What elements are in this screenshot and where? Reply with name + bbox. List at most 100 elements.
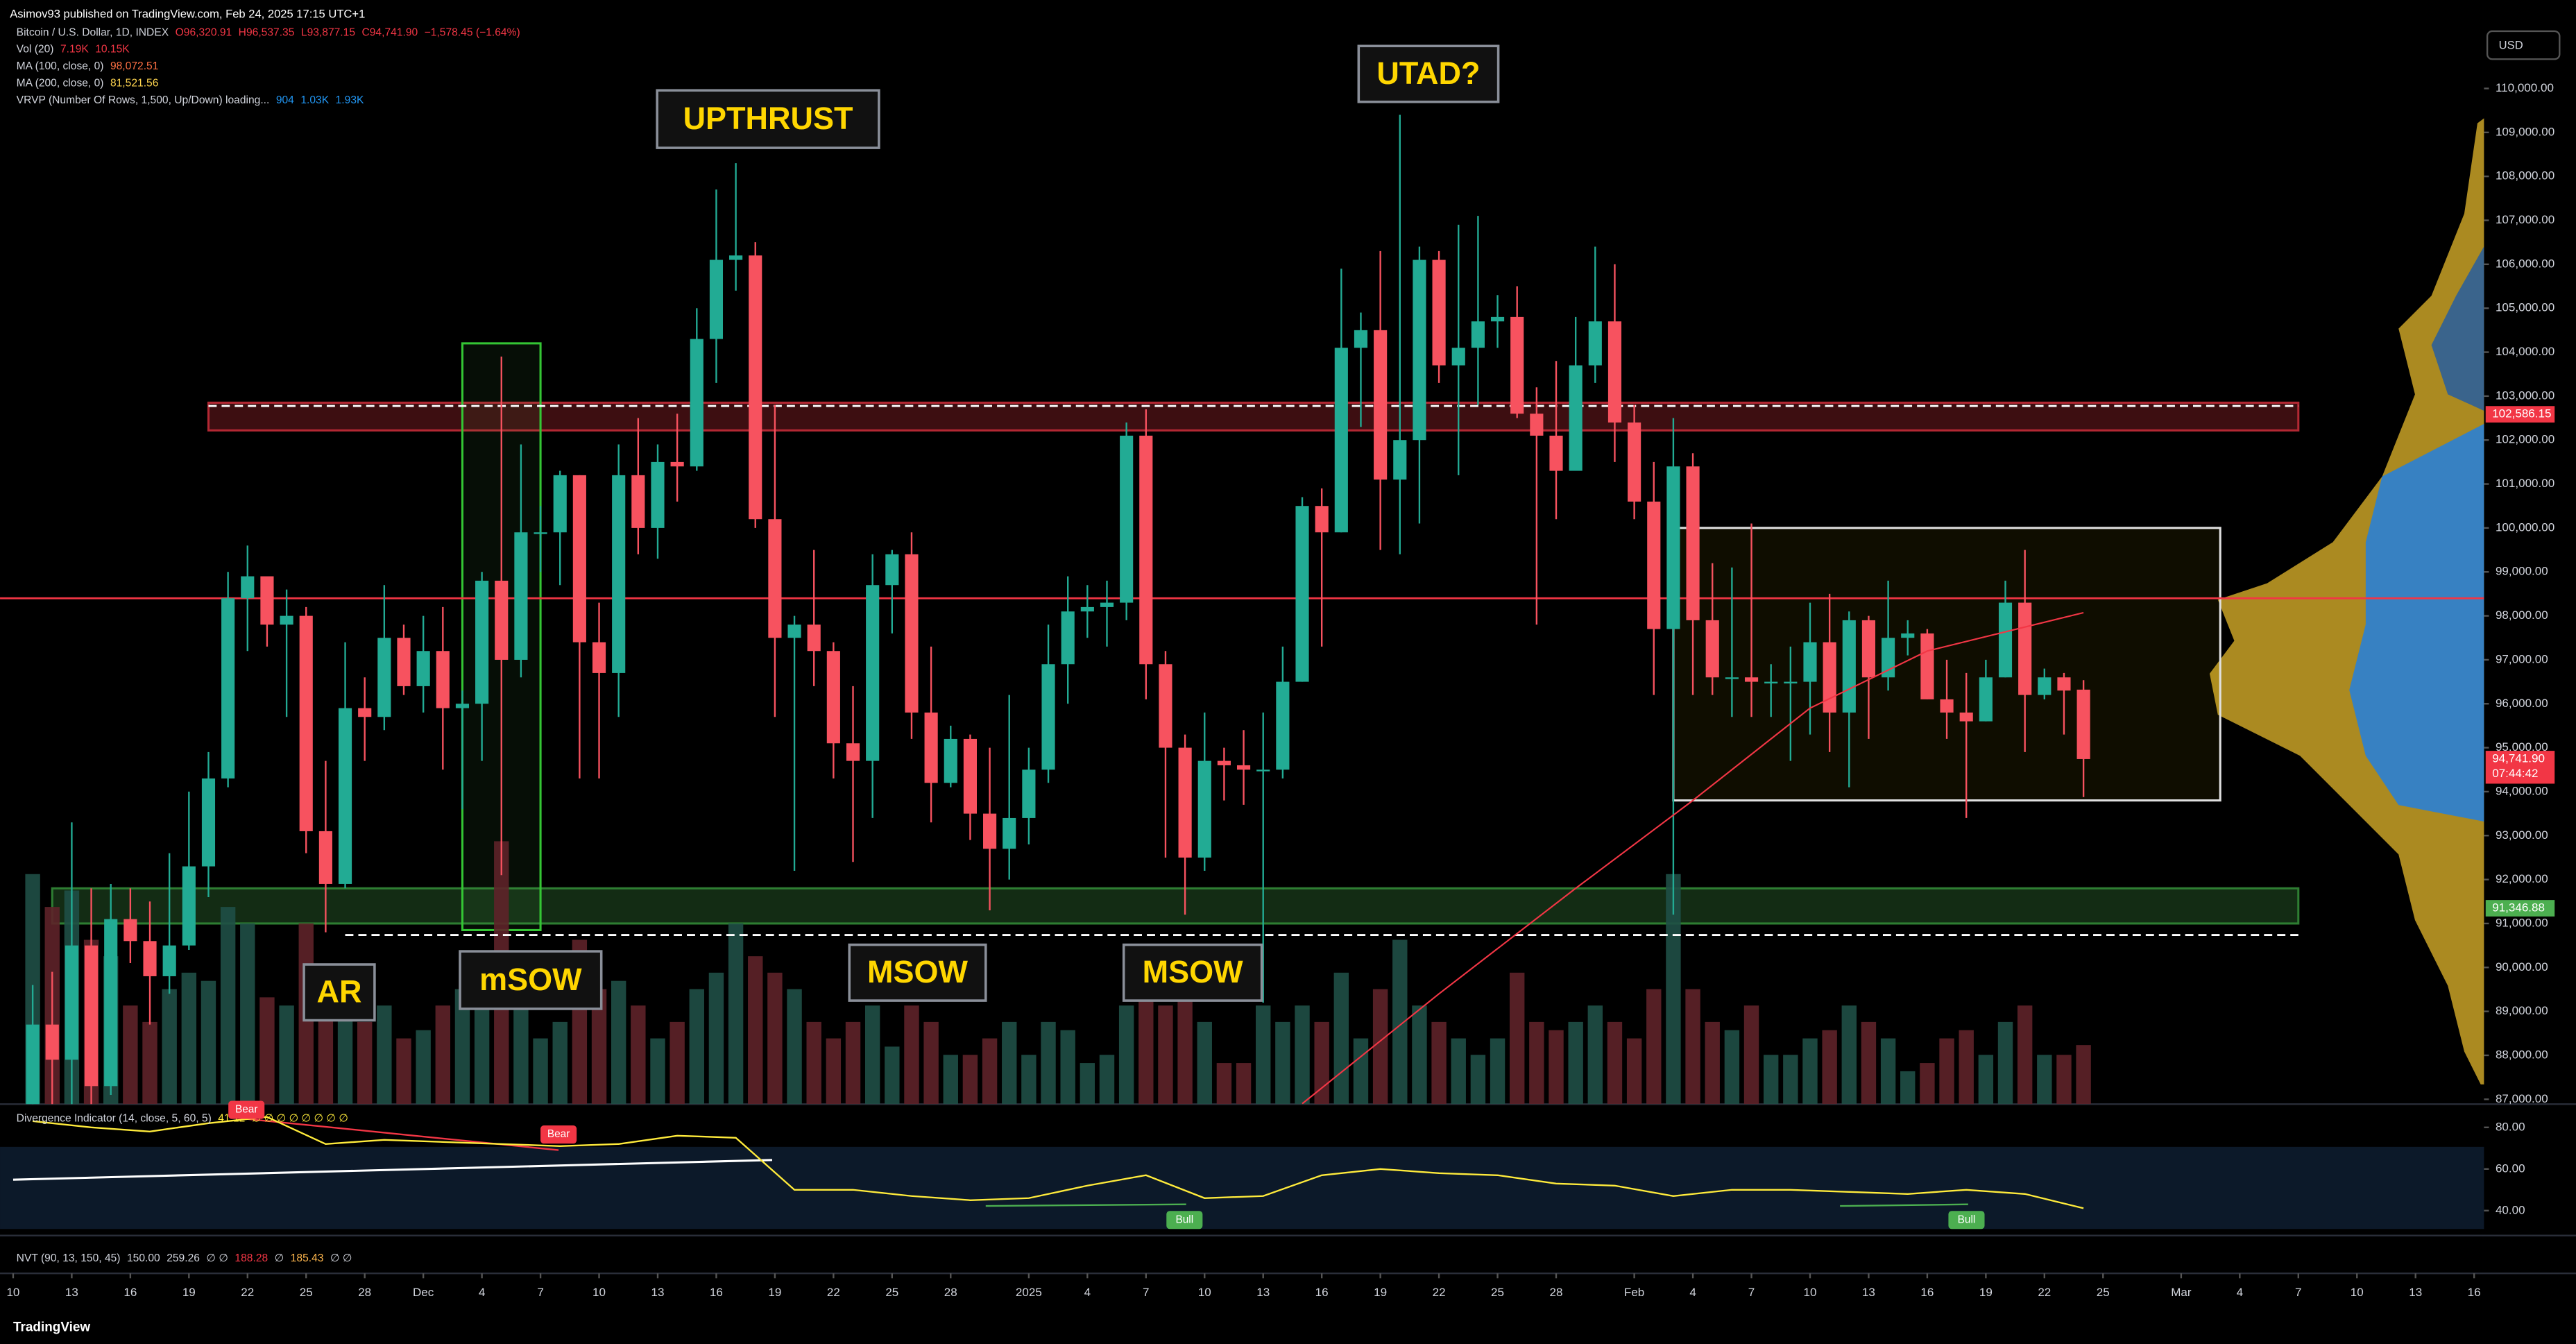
- volume-bar: [611, 980, 626, 1105]
- osc-legend-label: Divergence Indicator (14, close, 5, 60, …: [17, 1113, 212, 1125]
- candle-body: [1041, 664, 1055, 770]
- candle-body: [1803, 642, 1817, 682]
- x-tick-label: 13: [2409, 1286, 2422, 1299]
- volume-bar: [1002, 1021, 1017, 1105]
- candle-body: [768, 519, 782, 638]
- candle-body: [45, 1024, 59, 1060]
- y-tick-label: 88,000.00: [2496, 1048, 2548, 1061]
- y-tick-label: 90,000.00: [2496, 960, 2548, 973]
- signal-box: [228, 1100, 265, 1119]
- brand: TradingView: [13, 1320, 90, 1334]
- volume-bar: [1256, 1005, 1271, 1105]
- nvt-legend-value: ∅ ∅: [330, 1252, 352, 1264]
- osc-tick-label: 60.00: [2496, 1162, 2525, 1175]
- volume-bar: [806, 1021, 821, 1105]
- candle-body: [749, 255, 762, 520]
- y-tick-label: 106,000.00: [2496, 257, 2554, 270]
- volume-bar: [845, 1021, 861, 1105]
- candle-body: [123, 919, 137, 942]
- candle-body: [1236, 765, 1251, 770]
- candle-body: [592, 642, 606, 673]
- annotation-box: [1122, 943, 1263, 1002]
- volume-bar: [669, 1021, 685, 1105]
- candle-body: [787, 624, 801, 638]
- candle-body: [1686, 466, 1700, 620]
- y-tick-label: 96,000.00: [2496, 697, 2548, 710]
- signal-label: Bear: [235, 1104, 257, 1116]
- x-tick-label: 16: [123, 1286, 137, 1299]
- candle-body: [1178, 747, 1192, 858]
- currency-box[interactable]: [2486, 30, 2561, 60]
- x-tick-label: 28: [358, 1286, 371, 1299]
- candle-body: [1998, 602, 2013, 678]
- candle-body: [885, 554, 899, 586]
- x-tick-label: 13: [1256, 1286, 1270, 1299]
- candle-body: [1159, 664, 1172, 748]
- legend-value: H96,537.35: [239, 26, 295, 38]
- legend-line: Bitcoin / U.S. Dollar, 1D, INDEX O96,320.…: [17, 26, 520, 38]
- candle-body: [2076, 689, 2090, 759]
- legend-value: 98,072.51: [110, 60, 158, 72]
- x-tick-label: 16: [1920, 1286, 1934, 1299]
- signal-box: [540, 1125, 577, 1144]
- legend-value: −1,578.45 (−1.64%): [425, 26, 520, 38]
- volume-bar: [2037, 1055, 2052, 1105]
- divergence-line: [985, 1203, 1186, 1207]
- candle-body: [1628, 422, 1641, 502]
- volume-bar: [1705, 1021, 1720, 1105]
- x-tick-label: 4: [1084, 1286, 1091, 1299]
- volume-bar: [1607, 1021, 1623, 1105]
- volume-profile-down: [2349, 423, 2484, 822]
- candle-body: [1647, 501, 1661, 629]
- y-tick-label: 104,000.00: [2496, 345, 2554, 358]
- osc-line: [32, 1116, 2084, 1209]
- x-tick-label: 19: [768, 1286, 781, 1299]
- x-tick-label: 22: [2038, 1286, 2051, 1299]
- x-tick-label: 4: [479, 1286, 485, 1299]
- candle-body: [1842, 620, 1856, 713]
- publisher: Asimov93 published on TradingView.com, F…: [10, 8, 365, 21]
- candle-body: [455, 704, 470, 708]
- candle-body: [866, 585, 880, 761]
- nvt-legend-label: NVT (90, 13, 150, 45): [17, 1252, 121, 1264]
- candle-body: [201, 778, 216, 867]
- volume-bar: [1529, 1021, 1544, 1105]
- volume-bar: [1451, 1038, 1466, 1105]
- candle-body: [1705, 620, 1719, 678]
- volume-bar: [1177, 989, 1193, 1105]
- currency: USD: [2499, 39, 2523, 52]
- candle-body: [162, 945, 176, 976]
- x-tick-label: 10: [6, 1286, 19, 1299]
- volume-bar: [1099, 1055, 1115, 1105]
- candle-body: [65, 945, 78, 1060]
- legend-value: O96,320.91: [176, 26, 232, 38]
- volume-bar: [1822, 1030, 1837, 1105]
- x-tick-label: 19: [182, 1286, 196, 1299]
- candle-body: [1725, 677, 1739, 679]
- volume-bar: [162, 989, 177, 1105]
- volume-bar: [962, 1055, 978, 1105]
- candle-body: [1080, 606, 1094, 612]
- candle-body: [1510, 316, 1524, 414]
- volume-bar: [1920, 1063, 1935, 1105]
- legend-label: VRVP (Number Of Rows, 1,500, Up/Down) lo…: [17, 94, 270, 106]
- y-tick-label: 93,000.00: [2496, 828, 2548, 842]
- volume-bar: [533, 1038, 548, 1105]
- osc-legend: Divergence Indicator (14, close, 5, 60, …: [17, 1113, 348, 1125]
- nvt-legend-value: ∅ ∅: [206, 1252, 228, 1264]
- legend-value: 7.19K: [60, 44, 89, 56]
- candle-body: [963, 738, 978, 814]
- annotation: mSOW: [479, 962, 582, 997]
- volume-bar: [1392, 939, 1408, 1105]
- volume-bar: [1333, 972, 1349, 1105]
- y-tick-label: 109,000.00: [2496, 125, 2554, 138]
- candle-body: [1901, 633, 1915, 638]
- volume-bar: [1724, 1030, 1740, 1105]
- candle-body: [299, 615, 313, 831]
- volume-bar: [377, 1005, 392, 1105]
- candle-body: [572, 475, 586, 643]
- volume-bar: [1372, 989, 1388, 1105]
- annotation-box: [656, 89, 880, 149]
- volume-bar: [1275, 1021, 1290, 1105]
